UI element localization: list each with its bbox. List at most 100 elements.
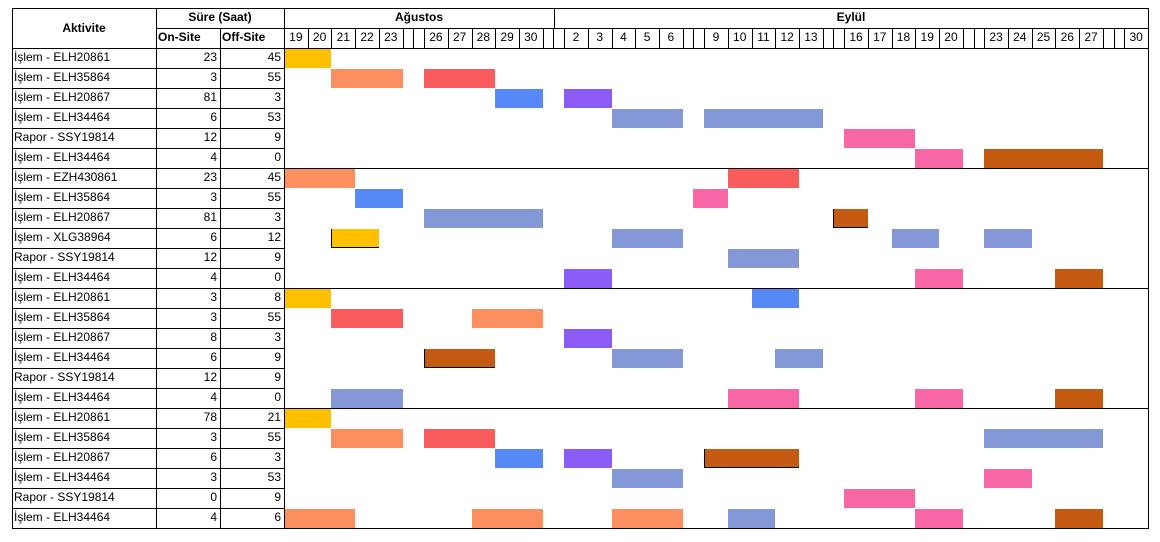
gantt-bar	[611, 229, 683, 248]
day-header: 19	[920, 30, 934, 44]
day-header	[833, 28, 844, 48]
gantt-bar	[424, 349, 496, 368]
day-header: 26	[1060, 30, 1074, 44]
gantt-bar	[284, 289, 332, 308]
gantt-bar	[284, 409, 332, 428]
day-divider	[543, 28, 544, 49]
offsite-hours: 55	[267, 190, 281, 204]
offsite-hours: 0	[274, 150, 281, 164]
row-divider	[12, 228, 285, 229]
header-activity: Aktivite	[62, 21, 106, 35]
column-divider	[220, 28, 221, 529]
day-divider	[704, 28, 705, 49]
gantt-bar	[727, 169, 800, 188]
row-divider	[12, 128, 285, 129]
day-divider	[683, 28, 684, 49]
activity-name: İşlem - ELH20867	[14, 90, 111, 104]
day-divider	[308, 28, 309, 49]
day-divider	[693, 28, 694, 49]
gantt-bar	[1055, 389, 1103, 408]
activity-name: İşlem - ELH34464	[14, 350, 111, 364]
gantt-bar	[984, 229, 1032, 248]
day-divider	[403, 28, 404, 49]
gantt-bar	[751, 289, 800, 308]
onsite-hours: 6	[210, 350, 217, 364]
gantt-bar	[915, 509, 963, 528]
day-header: 22	[360, 30, 374, 44]
offsite-hours: 12	[267, 230, 281, 244]
day-divider	[1079, 28, 1080, 49]
header-offsite: Off-Site	[222, 30, 266, 44]
row-divider	[12, 188, 285, 189]
day-divider	[728, 28, 729, 49]
gantt-bar	[564, 329, 612, 348]
day-header: 26	[429, 30, 443, 44]
day-header: 16	[849, 30, 863, 44]
gantt-bar	[331, 389, 403, 408]
activity-name: Rapor - SSY19814	[14, 250, 115, 264]
day-divider	[379, 28, 380, 49]
activity-name: İşlem - ELH20861	[14, 410, 111, 424]
row-divider	[12, 508, 285, 509]
offsite-hours: 55	[267, 430, 281, 444]
day-divider	[775, 28, 776, 49]
day-divider	[868, 28, 869, 49]
day-header	[823, 28, 834, 48]
activity-name: İşlem - ELH34464	[14, 510, 111, 524]
gantt-bar	[284, 169, 356, 188]
day-header: 6	[667, 30, 675, 44]
gantt-bar	[704, 449, 800, 468]
activity-name: İşlem - ELH35864	[14, 190, 111, 204]
day-header: 12	[780, 30, 794, 44]
offsite-hours: 45	[267, 50, 281, 64]
day-divider	[1114, 28, 1115, 49]
gantt-bar	[611, 509, 683, 528]
gantt-bar	[611, 469, 683, 488]
row-divider	[12, 328, 285, 329]
gantt-bar	[984, 469, 1032, 488]
table-border-right	[1148, 8, 1149, 529]
row-divider	[12, 68, 285, 69]
gantt-bar	[693, 189, 728, 208]
onsite-hours: 4	[210, 150, 217, 164]
row-divider	[12, 348, 285, 349]
gantt-bar	[564, 269, 612, 288]
day-header: 2	[572, 30, 580, 44]
day-header: 23	[989, 30, 1003, 44]
header-onsite: On-Site	[158, 30, 201, 44]
day-header	[683, 28, 694, 48]
onsite-hours: 12	[203, 370, 217, 384]
day-header: 20	[312, 30, 327, 44]
table-border-top	[12, 8, 1149, 9]
day-divider	[612, 28, 613, 49]
offsite-hours: 9	[274, 250, 281, 264]
day-header: 13	[804, 30, 818, 44]
row-divider	[12, 108, 285, 109]
day-divider	[963, 28, 964, 49]
gantt-bar	[984, 429, 1103, 448]
row-divider	[12, 208, 285, 209]
day-header: 23	[384, 30, 398, 44]
gantt-bar	[424, 69, 496, 88]
activity-name: İşlem - ELH35864	[14, 310, 111, 324]
month-august: Ağustos	[395, 10, 443, 24]
day-divider	[413, 28, 414, 49]
gantt-bar	[844, 129, 916, 148]
day-header: 21	[336, 30, 350, 44]
day-header	[1103, 28, 1114, 48]
onsite-hours: 3	[210, 430, 217, 444]
day-header: 17	[873, 30, 887, 44]
onsite-hours: 8	[210, 330, 217, 344]
onsite-hours: 3	[210, 310, 217, 324]
gantt-bar	[424, 209, 543, 228]
day-divider	[588, 28, 589, 49]
group-divider	[12, 408, 1149, 409]
month-september: Eylül	[836, 10, 866, 24]
day-divider	[823, 28, 824, 49]
day-header: 10	[733, 30, 747, 44]
gantt-bar	[471, 509, 543, 528]
gantt-bar	[915, 389, 963, 408]
day-divider	[892, 28, 893, 49]
onsite-hours: 4	[210, 270, 217, 284]
header-divider	[156, 28, 1149, 29]
